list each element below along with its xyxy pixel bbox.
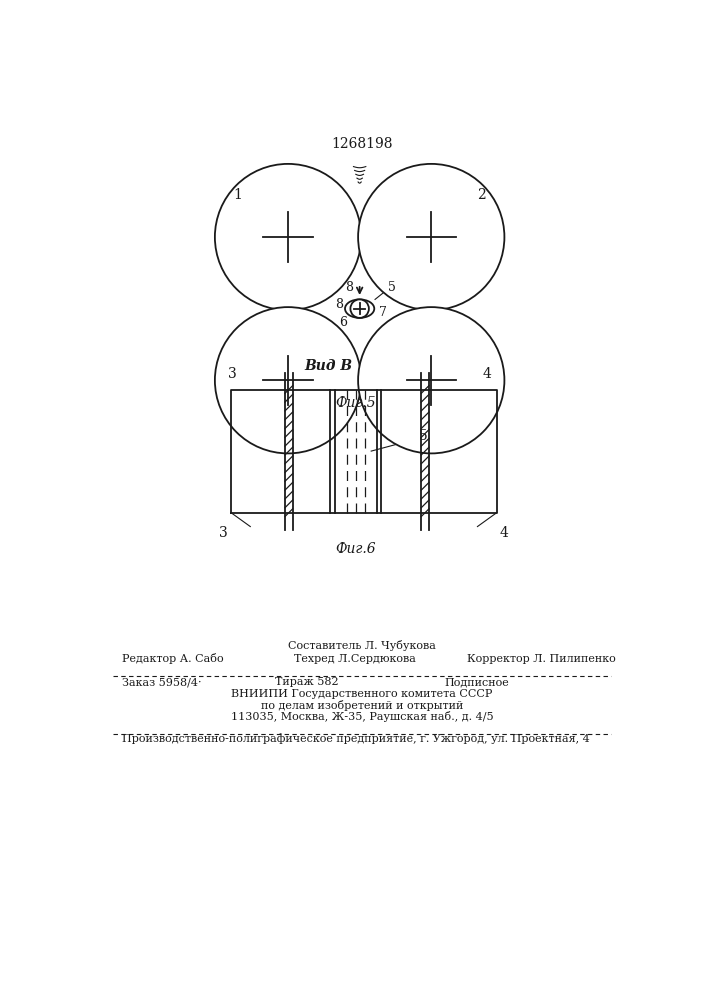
Text: Тираж 582: Тираж 582 <box>275 677 339 687</box>
Text: 5: 5 <box>388 281 396 294</box>
Circle shape <box>358 307 504 453</box>
Text: 1268198: 1268198 <box>331 137 392 151</box>
Text: Производственно-полиграфическое предприятие, г. Ужгород, ул. Проектная, 4: Производственно-полиграфическое предприя… <box>122 733 590 744</box>
Text: ВНИИПИ Государственного комитета СССР: ВНИИПИ Государственного комитета СССР <box>231 689 493 699</box>
Text: Корректор Л. Пилипенко: Корректор Л. Пилипенко <box>467 654 617 664</box>
Circle shape <box>215 307 361 453</box>
Text: Фиг.5: Фиг.5 <box>336 396 376 410</box>
Circle shape <box>215 164 361 310</box>
Text: 6: 6 <box>339 316 346 329</box>
Circle shape <box>358 164 504 310</box>
Text: 4: 4 <box>482 367 491 381</box>
Text: 4: 4 <box>500 526 509 540</box>
Text: 3: 3 <box>228 367 237 381</box>
Text: 8: 8 <box>336 298 344 311</box>
Text: Заказ 5958/4·: Заказ 5958/4· <box>122 677 202 687</box>
Text: по делам изобретений и открытий: по делам изобретений и открытий <box>261 700 463 711</box>
Text: Фиг.6: Фиг.6 <box>336 542 376 556</box>
Text: 1: 1 <box>233 188 243 202</box>
Ellipse shape <box>345 299 374 318</box>
Circle shape <box>351 299 369 318</box>
Text: Подписное: Подписное <box>444 677 509 687</box>
Text: 113035, Москва, Ж-35, Раушская наб., д. 4/5: 113035, Москва, Ж-35, Раушская наб., д. … <box>230 711 493 722</box>
Text: 5: 5 <box>419 429 428 443</box>
Text: 7: 7 <box>379 306 387 319</box>
Text: Составитель Л. Чубукова: Составитель Л. Чубукова <box>288 640 436 651</box>
Text: 3: 3 <box>219 526 228 540</box>
Text: Редактор А. Сабо: Редактор А. Сабо <box>122 653 224 664</box>
Text: Вид В: Вид В <box>305 359 353 373</box>
Text: Техред Л.Сердюкова: Техред Л.Сердюкова <box>294 654 416 664</box>
Text: 8: 8 <box>345 281 353 294</box>
Text: 2: 2 <box>477 188 486 202</box>
